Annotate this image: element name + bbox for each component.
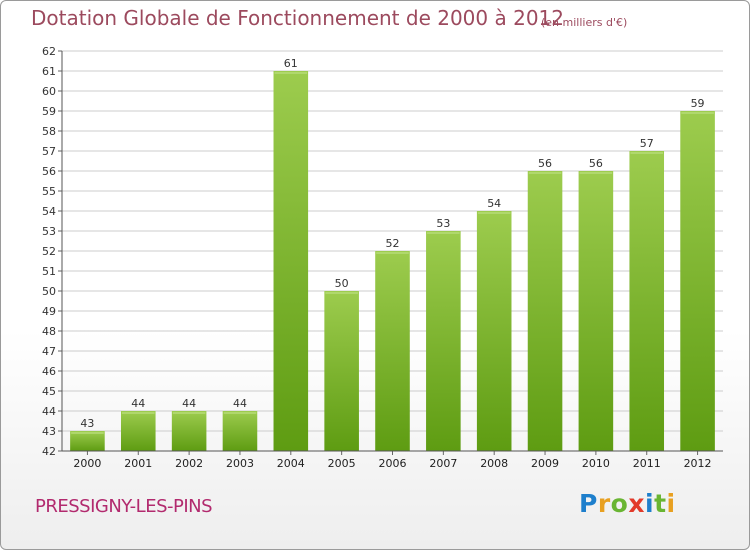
- y-tick-label: 59: [42, 105, 56, 118]
- x-tick-label: 2010: [582, 457, 610, 470]
- y-tick-label: 51: [42, 265, 56, 278]
- commune-name: PRESSIGNY-LES-PINS: [35, 496, 213, 517]
- y-tick-label: 50: [42, 285, 56, 298]
- x-tick-label: 2006: [379, 457, 407, 470]
- bar-value-label: 53: [436, 217, 450, 230]
- y-tick-label: 55: [42, 185, 56, 198]
- bar-value-label: 44: [233, 397, 247, 410]
- bar: [171, 411, 207, 451]
- bar-highlight: [630, 152, 664, 154]
- bar: [324, 291, 359, 451]
- bar-value-label: 44: [131, 397, 145, 410]
- bar-highlight: [172, 412, 206, 414]
- logo-letter: x: [628, 489, 645, 518]
- bar-value-label: 44: [182, 397, 196, 410]
- bar-highlight: [71, 432, 104, 434]
- y-tick-label: 58: [42, 125, 56, 138]
- labels: 42 43 44 45 46 47 48 49 50 51 52 53 54 55 56 57 58 59 60 61…: [42, 45, 712, 470]
- axes: [58, 50, 723, 455]
- bar-value-label: 43: [80, 417, 94, 430]
- bar: [578, 171, 614, 451]
- bar-value-label: 50: [335, 277, 349, 290]
- x-tick-label: 2008: [480, 457, 508, 470]
- x-tick-label: 2001: [124, 457, 152, 470]
- y-tick-label: 61: [42, 65, 56, 78]
- y-tick-label: 49: [42, 305, 56, 318]
- y-tick-label: 56: [42, 165, 56, 178]
- bar: [476, 211, 512, 451]
- logo-letter: t: [654, 489, 667, 518]
- bar: [120, 411, 156, 451]
- proxiti-logo[interactable]: Proxiti: [579, 489, 676, 518]
- y-tick-label: 45: [42, 385, 56, 398]
- chart-subtitle: (en milliers d'€): [541, 16, 628, 29]
- bar: [222, 411, 258, 451]
- bar-highlight: [681, 112, 714, 114]
- logo-letter: o: [610, 489, 629, 518]
- bar-highlight: [121, 412, 155, 414]
- chart-title: Dotation Globale de Fonctionnement de 20…: [31, 6, 564, 30]
- y-tick-label: 57: [42, 145, 56, 158]
- logo-letter: i: [666, 489, 676, 518]
- bar-value-label: 59: [691, 97, 705, 110]
- bar-highlight: [427, 232, 460, 234]
- y-tick-label: 60: [42, 85, 56, 98]
- y-tick-label: 47: [42, 345, 56, 358]
- x-tick-label: 2009: [531, 457, 559, 470]
- bar: [273, 71, 309, 451]
- bar-value-label: 61: [284, 57, 298, 70]
- x-tick-label: 2000: [73, 457, 101, 470]
- x-tick-label: 2003: [226, 457, 254, 470]
- bar-value-label: 56: [538, 157, 552, 170]
- bar: [629, 151, 665, 451]
- bar: [375, 251, 410, 451]
- logo-letter: P: [579, 489, 598, 518]
- bar: [527, 171, 563, 451]
- bar-value-label: 54: [487, 197, 501, 210]
- y-tick-label: 53: [42, 225, 56, 238]
- x-tick-label: 2011: [633, 457, 661, 470]
- y-tick-label: 48: [42, 325, 56, 338]
- x-tick-label: 2005: [328, 457, 356, 470]
- bar-highlight: [325, 292, 358, 294]
- bars: [70, 71, 715, 451]
- bar-highlight: [274, 72, 308, 74]
- bar-highlight: [376, 252, 409, 254]
- logo-letter: i: [645, 489, 655, 518]
- y-tick-label: 54: [42, 205, 56, 218]
- bar-highlight: [579, 172, 613, 174]
- x-tick-label: 2002: [175, 457, 203, 470]
- bar: [680, 111, 715, 451]
- x-tick-label: 2007: [429, 457, 457, 470]
- x-tick-label: 2012: [684, 457, 712, 470]
- y-tick-label: 43: [42, 425, 56, 438]
- x-tick-label: 2004: [277, 457, 305, 470]
- y-tick-label: 62: [42, 45, 56, 58]
- bar-value-label: 52: [386, 237, 400, 250]
- logo-letter: r: [597, 489, 611, 518]
- bar-value-label: 56: [589, 157, 603, 170]
- bar: [426, 231, 461, 451]
- y-tick-label: 52: [42, 245, 56, 258]
- bar-highlight: [528, 172, 562, 174]
- bar: [70, 431, 105, 451]
- y-tick-label: 42: [42, 445, 56, 458]
- y-tick-label: 44: [42, 405, 56, 418]
- bar-highlight: [477, 212, 511, 214]
- y-tick-label: 46: [42, 365, 56, 378]
- bar-value-label: 57: [640, 137, 654, 150]
- bar-highlight: [223, 412, 257, 414]
